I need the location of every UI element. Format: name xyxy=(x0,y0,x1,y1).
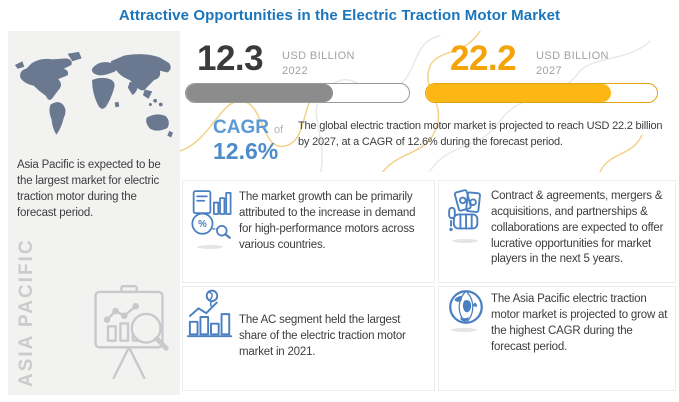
year-label: 2022 xyxy=(282,65,309,78)
market-summary: The global electric traction motor marke… xyxy=(298,120,663,148)
year-label: 2027 xyxy=(536,65,563,78)
cagr-label: CAGR xyxy=(213,117,269,138)
cagr-value: 12.6% xyxy=(213,138,279,164)
bar-2022-fill xyxy=(186,84,334,102)
page-title: Attractive Opportunities in the Electric… xyxy=(118,7,561,24)
market-size-2022: 12.3 xyxy=(197,39,264,78)
region-panel: Asia Pacific is expected to be the large… xyxy=(8,31,180,395)
hand-holding-money-icon xyxy=(448,189,481,232)
market-size-2027-unit: USD BILLION 2027 xyxy=(536,49,609,80)
icon-shadow xyxy=(451,328,477,332)
growth-bar-chart-icon xyxy=(187,289,233,338)
cagr-line: CAGR of xyxy=(213,117,283,139)
insight-card-ac-segment: The AC segment held the largest share of… xyxy=(182,286,435,391)
globe-icon xyxy=(449,290,483,324)
region-watermark: ASIA PACIFIC xyxy=(16,238,37,387)
region-caption: Asia Pacific is expected to be the large… xyxy=(17,159,161,219)
unit-label: USD BILLION xyxy=(282,50,355,62)
icon-shadow xyxy=(452,239,478,243)
insight-card-agreements: Contract & agreements, mergers & acquisi… xyxy=(438,180,676,283)
bar-2027-fill xyxy=(426,84,611,102)
insight-text: Contract & agreements, mergers & acquisi… xyxy=(491,190,664,266)
icon-shadow xyxy=(197,245,223,249)
insight-card-growth: % The market growth can be primarily att… xyxy=(182,180,435,283)
insight-text: The Asia Pacific electric traction motor… xyxy=(491,293,668,353)
cagr-of: of xyxy=(273,124,284,136)
unit-label: USD BILLION xyxy=(536,50,609,62)
svg-text:%: % xyxy=(198,219,207,230)
insight-card-asia-pacific: The Asia Pacific electric traction motor… xyxy=(438,286,676,391)
insight-text: The market growth can be primarily attri… xyxy=(239,191,416,251)
market-stats-section: 12.3 USD BILLION 2022 22.2 USD BILLION 2… xyxy=(180,31,679,172)
market-analysis-icon: % xyxy=(191,190,232,239)
market-size-2027: 22.2 xyxy=(450,39,517,78)
market-size-2022-unit: USD BILLION 2022 xyxy=(282,49,355,80)
progress-bar-2027 xyxy=(425,83,658,103)
world-map xyxy=(14,51,173,138)
insight-text: The AC segment held the largest share of… xyxy=(239,314,406,358)
presentation-board-icon xyxy=(94,285,169,380)
progress-bar-2022 xyxy=(185,83,410,103)
